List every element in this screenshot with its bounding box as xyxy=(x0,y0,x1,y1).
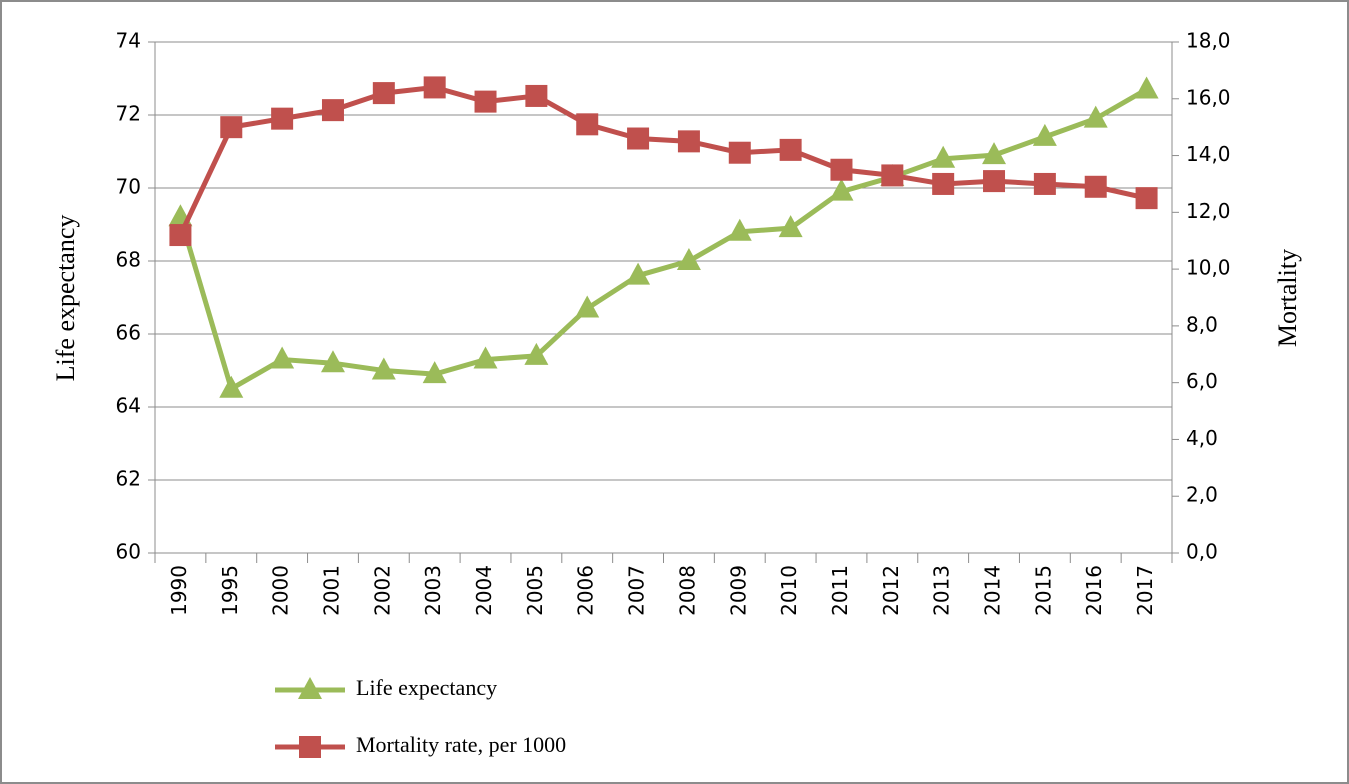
marker xyxy=(524,342,549,365)
x-tick-label: 2013 xyxy=(930,565,954,616)
y2-tick-label: 2,0 xyxy=(1186,483,1218,507)
series-line xyxy=(178,87,1148,393)
y-tick-label: 70 xyxy=(116,175,141,199)
legend-marker xyxy=(299,736,321,758)
y-tick-label: 72 xyxy=(116,102,141,126)
y2-tick-label: 10,0 xyxy=(1186,256,1231,280)
marker xyxy=(422,361,447,384)
marker xyxy=(1083,105,1108,128)
marker xyxy=(881,164,904,187)
marker xyxy=(932,172,955,195)
x-tick-label: 2000 xyxy=(269,565,293,616)
x-tick-label: 2011 xyxy=(828,565,852,616)
x-tick-label: 2014 xyxy=(981,565,1005,616)
x-tick-label: 2003 xyxy=(421,565,445,616)
marker xyxy=(1134,76,1159,99)
x-tick-label: 2006 xyxy=(574,565,598,616)
marker xyxy=(423,76,446,99)
x-tick-label: 2017 xyxy=(1133,565,1157,616)
marker xyxy=(778,215,803,238)
marker xyxy=(169,224,192,247)
x-tick-label: 2008 xyxy=(675,565,699,616)
marker xyxy=(627,127,650,150)
marker xyxy=(525,84,548,107)
x-tick-label: 2007 xyxy=(625,565,649,616)
marker xyxy=(830,158,853,181)
legend-label: Mortality rate, per 1000 xyxy=(356,732,566,757)
y2-tick-label: 14,0 xyxy=(1186,142,1231,166)
marker xyxy=(473,346,498,369)
marker xyxy=(676,248,701,270)
marker xyxy=(779,138,802,161)
x-tick-label: 1995 xyxy=(218,565,242,616)
x-tick-label: 2004 xyxy=(472,565,496,616)
y-tick-label: 64 xyxy=(116,394,141,418)
marker xyxy=(829,178,854,201)
marker xyxy=(371,357,396,380)
marker xyxy=(474,90,497,113)
marker xyxy=(271,107,294,130)
y2-tick-label: 12,0 xyxy=(1186,199,1231,223)
legend-marker xyxy=(298,677,322,699)
marker xyxy=(320,350,345,373)
y2-tick-label: 8,0 xyxy=(1186,312,1218,336)
y-axis-title: Life expectancy xyxy=(51,215,80,382)
marker xyxy=(982,142,1007,165)
y-tick-label: 68 xyxy=(116,248,141,272)
marker xyxy=(575,295,600,318)
marker xyxy=(626,262,651,285)
marker xyxy=(1032,123,1057,146)
x-tick-label: 2016 xyxy=(1082,565,1106,616)
y2-tick-label: 0,0 xyxy=(1186,540,1218,564)
marker xyxy=(219,375,244,398)
marker xyxy=(220,116,243,139)
marker xyxy=(728,141,751,164)
marker xyxy=(270,346,295,369)
y-tick-label: 62 xyxy=(116,467,141,491)
marker xyxy=(983,170,1006,193)
marker xyxy=(1033,172,1056,195)
y-tick-label: 60 xyxy=(116,540,141,564)
x-tick-label: 2015 xyxy=(1031,565,1055,616)
marker xyxy=(321,99,344,122)
x-tick-label: 2010 xyxy=(777,565,801,616)
marker xyxy=(372,82,395,105)
x-tick-label: 2005 xyxy=(523,565,547,616)
y2-tick-label: 18,0 xyxy=(1186,29,1231,53)
y2-tick-label: 16,0 xyxy=(1186,85,1231,109)
marker xyxy=(677,130,700,153)
legend-label: Life expectancy xyxy=(356,675,497,700)
marker xyxy=(1135,187,1158,210)
x-tick-label: 2009 xyxy=(726,565,750,616)
y2-axis-title: Mortality xyxy=(1273,249,1302,347)
marker xyxy=(576,113,599,136)
marker xyxy=(727,218,752,241)
x-tick-label: 2002 xyxy=(370,565,394,616)
marker xyxy=(931,145,956,168)
y2-tick-label: 4,0 xyxy=(1186,426,1218,450)
x-tick-label: 2001 xyxy=(319,565,343,616)
x-tick-label: 2012 xyxy=(879,565,903,616)
x-tick-label: 1990 xyxy=(167,565,191,616)
marker xyxy=(1084,175,1107,198)
y-tick-label: 74 xyxy=(116,29,141,53)
y2-tick-label: 6,0 xyxy=(1186,369,1218,393)
y-tick-label: 66 xyxy=(116,321,141,345)
